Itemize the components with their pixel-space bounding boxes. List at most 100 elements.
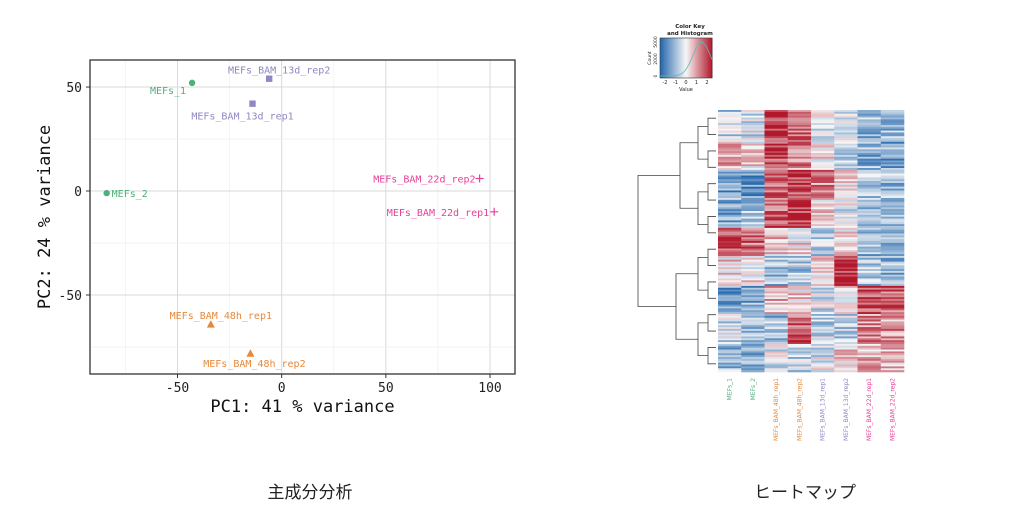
- heatmap-cell: [857, 166, 882, 169]
- heatmap-cell: [718, 145, 742, 148]
- heatmap-cell: [787, 289, 812, 292]
- heatmap-cell: [741, 306, 765, 309]
- heatmap-cell: [834, 254, 858, 257]
- heatmap-cell: [834, 358, 858, 362]
- heatmap-cell: [834, 126, 858, 130]
- heatmap-cell: [764, 368, 789, 371]
- heatmap-cell: [880, 182, 905, 186]
- heatmap-cell: [857, 145, 882, 148]
- dendrogram-branch: [707, 248, 716, 266]
- heatmap-cell: [718, 220, 742, 223]
- heatmap-cell: [857, 261, 882, 264]
- color-key-ytick-label: 5000: [653, 36, 659, 48]
- heatmap-cell: [718, 239, 742, 242]
- heatmap-cell: [880, 147, 905, 150]
- heatmap-cell: [787, 317, 812, 320]
- heatmap-cell: [787, 353, 812, 356]
- heatmap-cell: [880, 132, 905, 135]
- heatmap-cell: [880, 173, 905, 176]
- heatmap-cell: [857, 353, 882, 356]
- heatmap-cell: [741, 151, 765, 154]
- data-point: [249, 100, 256, 107]
- heatmap-cell: [741, 299, 765, 302]
- heatmap-cell: [811, 302, 835, 305]
- heatmap-cell: [834, 340, 858, 343]
- heatmap-cell: [880, 207, 905, 210]
- heatmap-cell: [857, 190, 882, 193]
- heatmap-cell: [764, 190, 789, 193]
- x-tick-label: -50: [166, 381, 189, 396]
- heatmap-cell: [880, 190, 905, 193]
- heatmap-cell: [741, 226, 765, 229]
- heatmap-cell: [787, 179, 812, 182]
- heatmap-cell: [764, 139, 789, 143]
- heatmap-cell: [811, 226, 835, 229]
- heatmap-cell: [764, 197, 789, 201]
- heatmap-cell: [834, 257, 858, 261]
- heatmap-cell: [857, 233, 882, 236]
- heatmap-cell: [787, 110, 812, 113]
- heatmap-cell: [787, 272, 812, 275]
- heatmap-cell: [880, 226, 905, 229]
- heatmap-cell: [718, 248, 742, 251]
- heatmap-cell: [834, 123, 858, 126]
- heatmap-cell: [811, 360, 835, 363]
- heatmap-cell: [834, 175, 858, 178]
- heatmap-cell: [764, 175, 789, 178]
- heatmap-cell: [741, 330, 765, 333]
- heatmap-cell: [764, 276, 789, 279]
- heatmap-cell: [811, 209, 835, 212]
- heatmap-cell: [857, 244, 882, 247]
- heatmap-cell: [811, 261, 835, 264]
- heatmap-cell: [811, 255, 835, 259]
- heatmap-cell: [718, 340, 742, 343]
- heatmap-cell: [811, 220, 835, 223]
- heatmap-cell: [741, 171, 765, 174]
- heatmap-cell: [834, 270, 858, 274]
- heatmap-cell: [764, 115, 789, 118]
- heatmap-cell: [880, 214, 905, 217]
- heatmap-cell: [880, 244, 905, 247]
- dendrogram-branch: [707, 347, 716, 365]
- heatmap-cell: [857, 192, 882, 195]
- heatmap-cell: [718, 231, 742, 234]
- heatmap-cell: [811, 284, 835, 287]
- column-label: MEFs_BAM_22d_rep2: [889, 378, 896, 441]
- heatmap-cell: [764, 349, 789, 352]
- heatmap-cell: [811, 126, 835, 130]
- heatmap-cell: [718, 192, 742, 195]
- heatmap-cell: [741, 302, 765, 305]
- heatmap-cell: [880, 272, 905, 275]
- heatmap-cell: [857, 203, 882, 206]
- heatmap-cell: [764, 270, 789, 274]
- heatmap-cell: [718, 254, 742, 257]
- heatmap-cell: [787, 254, 812, 257]
- heatmap-cell: [787, 328, 812, 332]
- heatmap-cell: [718, 265, 742, 268]
- heatmap-cell: [718, 272, 742, 275]
- heatmap-cell: [787, 220, 812, 223]
- heatmap-cell: [787, 126, 812, 130]
- heatmap-cell: [718, 188, 742, 191]
- heatmap-cell: [718, 156, 742, 159]
- heatmap-cell: [811, 141, 835, 144]
- color-key-swatch: [671, 38, 674, 78]
- heatmap-cell: [880, 308, 905, 311]
- color-key-swatch: [684, 38, 687, 78]
- heatmap-cell: [741, 239, 765, 242]
- heatmap-cell: [764, 242, 789, 246]
- heatmap-cell: [764, 287, 789, 290]
- heatmap-cell: [857, 216, 882, 219]
- heatmap-cell: [718, 136, 742, 139]
- color-key-swatch: [676, 38, 679, 78]
- heatmap-cell: [880, 280, 905, 283]
- heatmap-cell: [834, 235, 858, 238]
- heatmap-cell: [880, 166, 905, 169]
- heatmap-cell: [834, 199, 858, 202]
- heatmap-cell: [764, 280, 789, 283]
- dendrogram-branch: [707, 117, 716, 135]
- heatmap-cell: [880, 154, 905, 158]
- heatmap-cell: [880, 117, 905, 120]
- heatmap-cell: [787, 244, 812, 247]
